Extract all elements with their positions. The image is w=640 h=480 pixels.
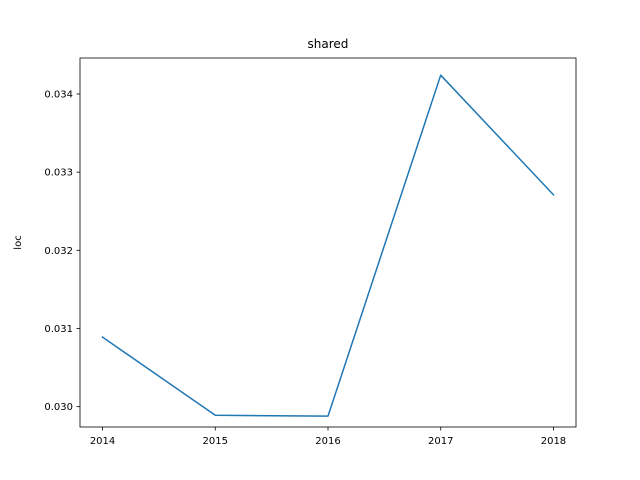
y-tick-label: 0.031 bbox=[44, 324, 73, 335]
series-line bbox=[101, 74, 555, 417]
x-tick-label: 2015 bbox=[203, 436, 228, 447]
y-tick-label: 0.033 bbox=[44, 168, 73, 179]
x-tick-label: 2018 bbox=[541, 436, 566, 447]
chart-title: shared bbox=[308, 37, 349, 51]
x-tick-label: 2014 bbox=[90, 436, 115, 447]
y-tick-label: 0.034 bbox=[44, 89, 73, 100]
y-tick-label: 0.030 bbox=[44, 402, 73, 413]
y-tick-label: 0.032 bbox=[44, 246, 73, 257]
x-tick-label: 2016 bbox=[315, 436, 340, 447]
y-axis-label: loc bbox=[13, 235, 24, 249]
plot-frame bbox=[79, 57, 577, 428]
plot-area: 2014 2015 2016 2017 2018 0.030 0.031 0.032 0.033… bbox=[44, 57, 577, 447]
x-tick-label: 2017 bbox=[428, 436, 453, 447]
